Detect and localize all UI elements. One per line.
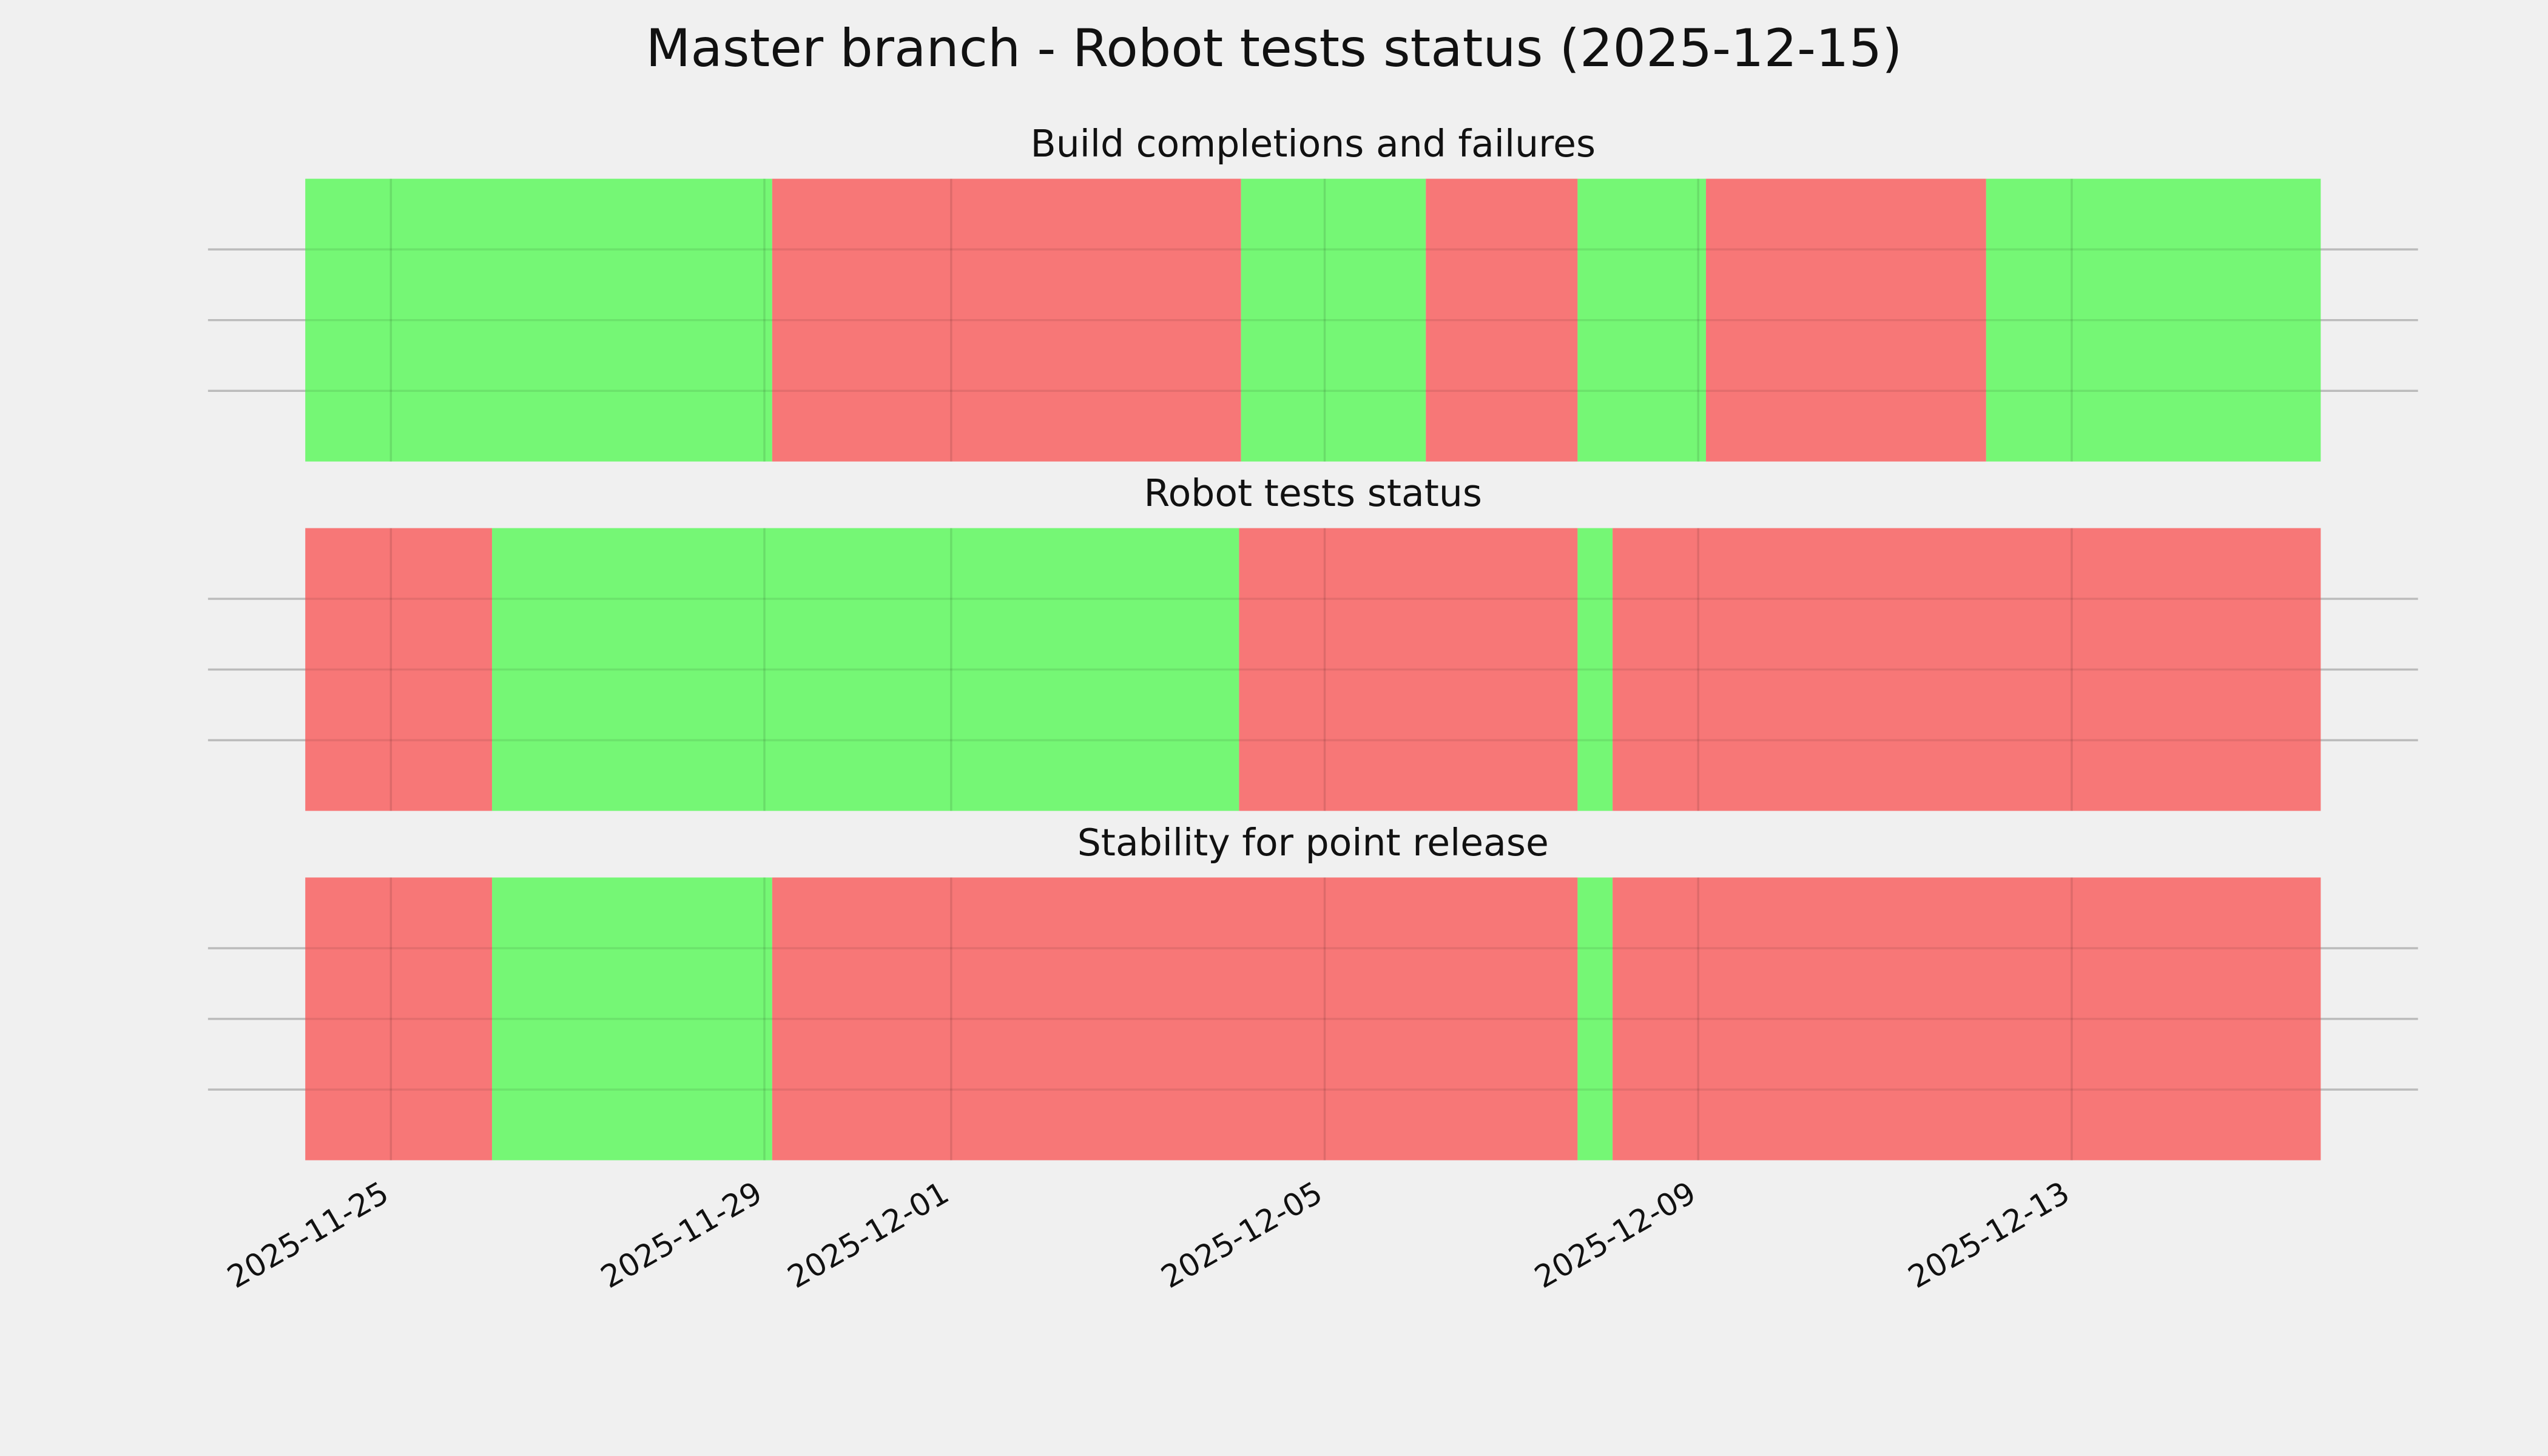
panel-title: Robot tests status [1144, 471, 1482, 515]
status-span [305, 877, 493, 1161]
status-span [1706, 178, 1986, 462]
status-span [1577, 178, 1707, 462]
status-span [1613, 528, 2321, 811]
status-span [772, 178, 1241, 462]
status-span [772, 877, 1578, 1161]
status-span [305, 528, 493, 811]
status-span [1613, 877, 2321, 1161]
panel-title: Build completions and failures [1030, 122, 1596, 166]
status-span [1426, 178, 1578, 462]
status-span [492, 877, 772, 1161]
status-span [492, 528, 1239, 811]
status-span [1577, 877, 1613, 1161]
status-span [305, 178, 772, 462]
panel-title: Stability for point release [1077, 821, 1549, 864]
status-span [1241, 178, 1426, 462]
status-span [1577, 528, 1613, 811]
chart-title: Master branch - Robot tests status (2025… [645, 18, 1902, 79]
status-span [1986, 178, 2321, 462]
status-span [1239, 528, 1578, 811]
